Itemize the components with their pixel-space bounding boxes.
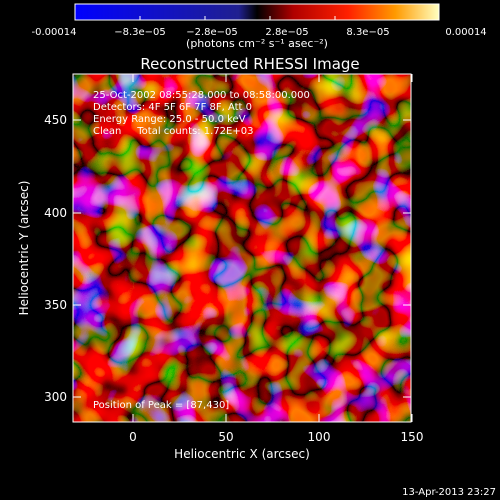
image-frame [72, 73, 412, 423]
colorbar-tick-label: -0.00014 [32, 27, 77, 38]
info-line-detectors: Detectors: 4F 5F 6F 7F 8F, Att 0 [93, 102, 252, 113]
plot-title: Reconstructed RHESSI Image [140, 55, 359, 73]
peak-position-label: Position of Peak = [87,430] [93, 400, 229, 411]
colorbar-tick-label: 8.3e−05 [346, 27, 389, 38]
colorbar-frame [74, 3, 440, 21]
x-tick-label: 50 [218, 430, 233, 444]
colorbar: -0.00014 −8.3e−05 −2.8e−05 2.8e−05 8.3e−05 0.… [32, 3, 487, 50]
info-line-energy: Energy Range: 25.0 - 50.0 keV [93, 114, 246, 125]
colorbar-tick-label: −8.3e−05 [114, 27, 166, 38]
colorbar-tick-labels: -0.00014 −8.3e−05 −2.8e−05 2.8e−05 8.3e−05 0.… [32, 27, 487, 38]
x-axis-label: Heliocentric X (arcsec) [174, 447, 310, 461]
y-tick-label: 400 [44, 206, 67, 220]
colorbar-tick-label: 0.00014 [445, 27, 486, 38]
footer-timestamp: 13-Apr-2013 23:27 [402, 487, 496, 498]
y-tick-label: 450 [44, 113, 67, 127]
info-overlay: 25-Oct-2002 08:55:28.000 to 08:58:00.000… [93, 90, 310, 411]
info-line-time: 25-Oct-2002 08:55:28.000 to 08:58:00.000 [93, 90, 310, 101]
x-tick-label: 150 [401, 430, 424, 444]
x-axis: 0 50 100 150 [129, 74, 423, 444]
colorbar-gradient [75, 4, 439, 20]
reconstructed-image [73, 74, 411, 422]
colorbar-tick-label: 2.8e−05 [265, 27, 308, 38]
image-area [73, 74, 411, 422]
info-line-counts: Clean Total counts: 1.72E+03 [93, 126, 253, 137]
colorbar-ticks [74, 16, 440, 20]
y-tick-label: 350 [44, 298, 67, 312]
x-tick-label: 100 [308, 430, 331, 444]
y-tick-label: 300 [44, 390, 67, 404]
x-tick-label: 0 [129, 430, 137, 444]
colorbar-tick-label: −2.8e−05 [186, 27, 238, 38]
y-axis: 450 400 350 300 [44, 113, 411, 404]
y-axis-label: Heliocentric Y (arcsec) [17, 181, 31, 316]
colorbar-units: (photons cm⁻² s⁻¹ asec⁻²) [186, 37, 328, 50]
